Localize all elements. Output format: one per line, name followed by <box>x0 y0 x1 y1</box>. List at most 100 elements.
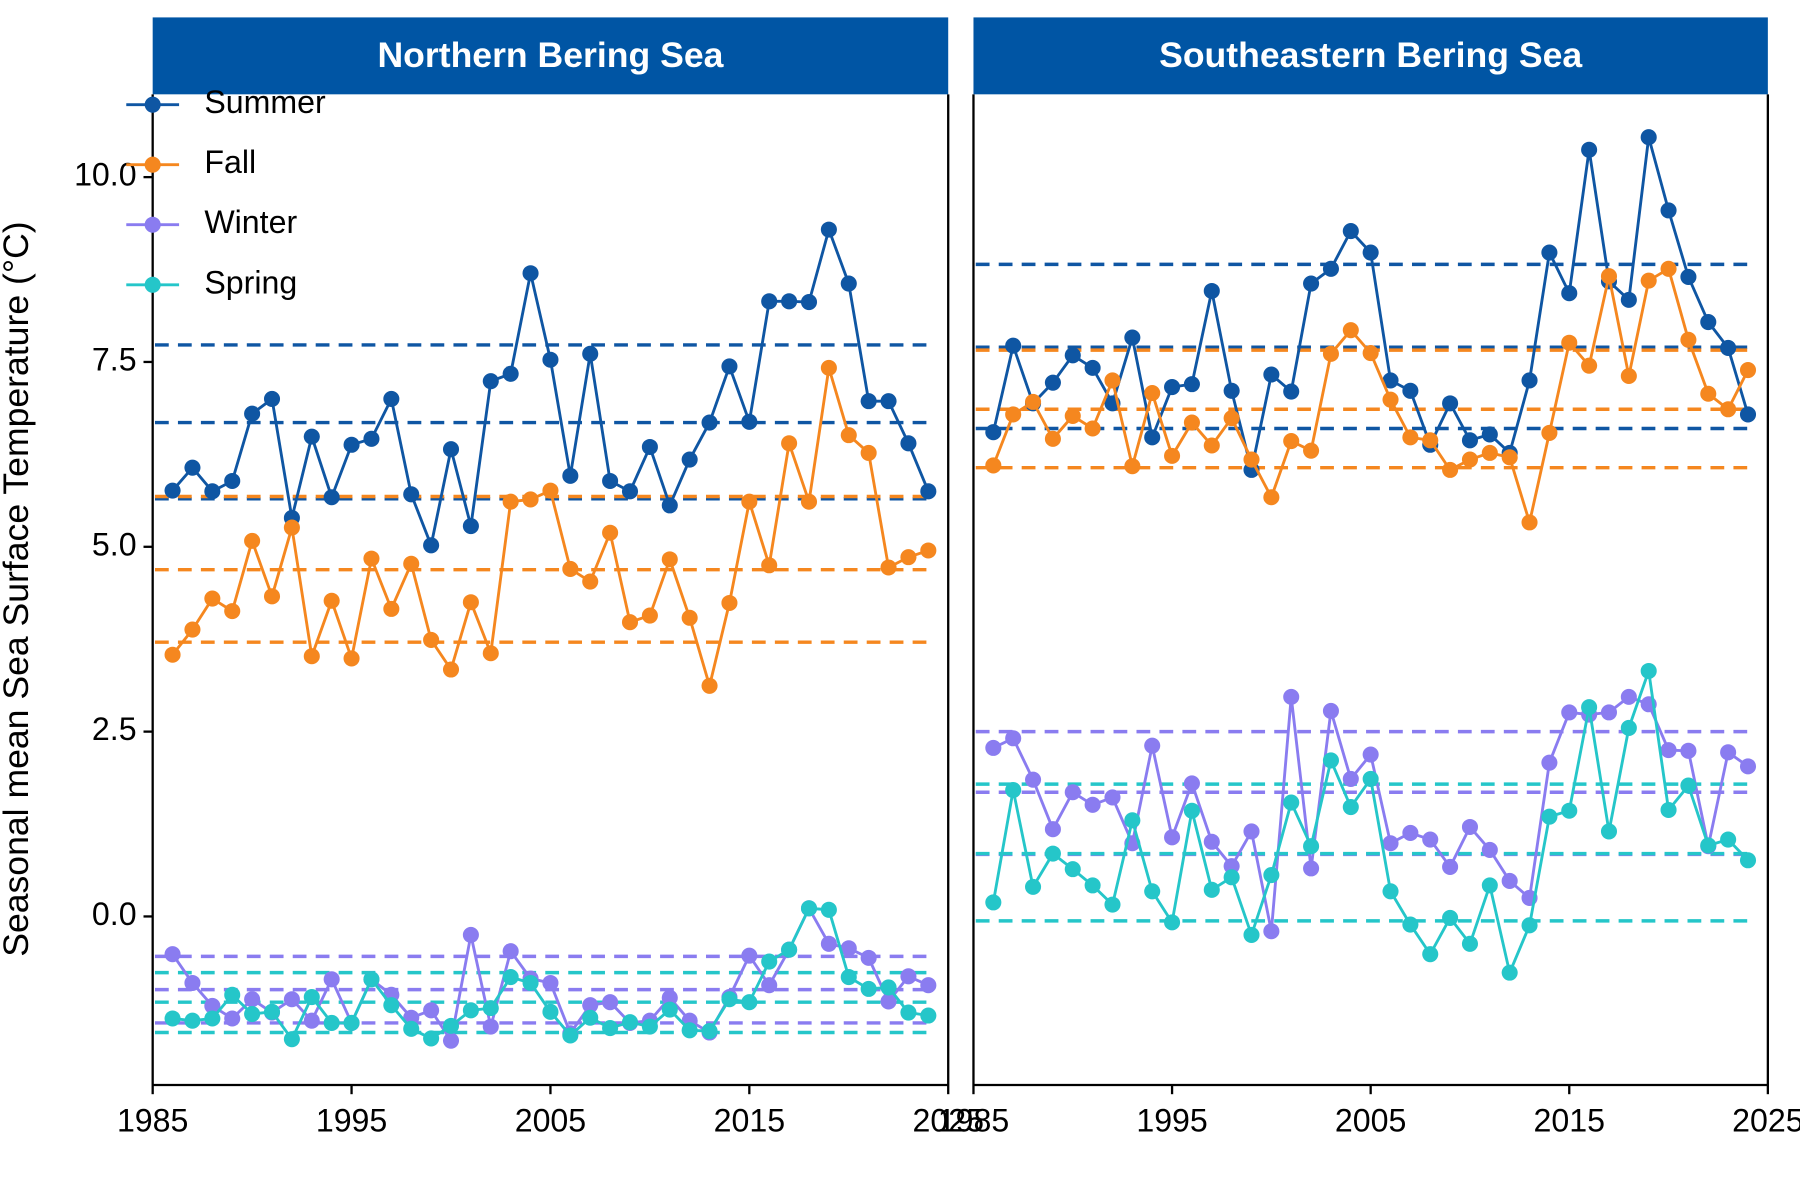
panel-strip <box>973 17 1768 95</box>
data-point <box>1005 781 1022 799</box>
data-point <box>1720 339 1737 356</box>
data-point <box>403 555 420 572</box>
data-point <box>244 1006 261 1023</box>
data-point <box>482 645 499 662</box>
data-point <box>244 991 261 1008</box>
data-point <box>462 1002 479 1019</box>
data-point <box>761 953 778 970</box>
data-point <box>1422 831 1439 848</box>
data-point <box>1720 831 1737 848</box>
data-point <box>781 941 798 958</box>
data-point <box>562 467 579 484</box>
data-point <box>820 901 837 918</box>
data-point <box>1640 662 1657 680</box>
x-tick-label: 1985 <box>938 1102 1009 1138</box>
data-point <box>721 594 738 612</box>
data-point <box>1223 382 1240 399</box>
data-point <box>1481 426 1498 443</box>
data-point <box>522 265 539 282</box>
data-point <box>860 949 877 966</box>
data-point <box>1680 268 1697 285</box>
data-point <box>1303 838 1320 855</box>
data-point <box>542 351 559 368</box>
data-point <box>880 559 897 576</box>
data-point <box>283 991 300 1008</box>
legend-label: Winter <box>204 204 297 240</box>
data-point <box>244 405 261 422</box>
data-point <box>1322 702 1339 719</box>
data-point <box>1064 784 1081 801</box>
data-point <box>1660 260 1677 277</box>
data-point <box>1044 374 1061 391</box>
data-point <box>184 459 201 476</box>
data-point <box>462 594 479 611</box>
x-tick-label: 2025 <box>912 1102 983 1138</box>
data-point <box>1700 313 1717 331</box>
data-point <box>1461 935 1478 952</box>
data-point <box>602 472 619 490</box>
data-point <box>423 1030 440 1047</box>
data-point <box>1640 272 1657 289</box>
y-tick-label: 2.5 <box>92 711 137 747</box>
data-point <box>383 600 400 617</box>
data-point <box>1422 432 1439 449</box>
legend-label: Spring <box>204 264 297 300</box>
data-point <box>860 393 877 410</box>
data-point <box>1362 345 1379 362</box>
data-point <box>920 483 937 500</box>
panel: Southeastern Bering Sea 1985 1995 2005 2015 2… <box>938 17 1800 1138</box>
data-point <box>442 1032 460 1049</box>
data-point <box>602 524 619 541</box>
data-point <box>741 413 758 430</box>
y-axis-label: Seasonal mean Sea Surface Temperature (°… <box>0 221 36 956</box>
data-point <box>1720 401 1737 418</box>
data-point <box>1581 357 1598 374</box>
data-point <box>1005 730 1022 747</box>
data-point <box>602 1020 619 1037</box>
series-line <box>171 905 929 1045</box>
data-point <box>1183 414 1200 431</box>
data-point <box>1342 798 1359 816</box>
data-point <box>1124 329 1141 346</box>
data-point <box>1680 742 1697 759</box>
data-point <box>1144 384 1161 402</box>
data-point <box>562 560 579 578</box>
data-point <box>985 424 1002 441</box>
data-point <box>462 926 479 943</box>
data-point <box>1442 909 1459 926</box>
data-point <box>1084 877 1101 894</box>
data-point <box>721 991 738 1008</box>
y-tick-label: 0.0 <box>92 896 137 932</box>
data-point <box>1342 770 1359 787</box>
data-point <box>303 428 320 445</box>
data-point <box>263 1003 281 1020</box>
data-point <box>442 1017 460 1034</box>
data-point <box>224 986 241 1003</box>
data-point <box>363 550 380 567</box>
data-point <box>900 1004 917 1021</box>
data-point <box>164 646 181 663</box>
data-point <box>1620 367 1637 385</box>
data-point <box>542 974 559 992</box>
data-point <box>1541 808 1558 825</box>
legend-marker <box>144 276 161 293</box>
data-point <box>1402 916 1419 933</box>
data-point <box>840 969 857 986</box>
data-point <box>1322 752 1339 769</box>
x-tick-label: 2005 <box>1335 1102 1406 1138</box>
data-point <box>582 345 599 362</box>
data-point <box>363 971 380 988</box>
data-point <box>263 588 281 605</box>
data-point <box>1521 514 1538 531</box>
data-point <box>1700 385 1717 402</box>
data-point <box>661 497 678 514</box>
data-point <box>1561 802 1578 819</box>
data-point <box>920 977 937 994</box>
data-point <box>1223 858 1240 875</box>
data-point <box>1382 883 1399 900</box>
data-point <box>641 438 658 456</box>
data-point <box>343 436 360 453</box>
data-point <box>1025 771 1042 788</box>
data-point <box>1501 872 1518 889</box>
